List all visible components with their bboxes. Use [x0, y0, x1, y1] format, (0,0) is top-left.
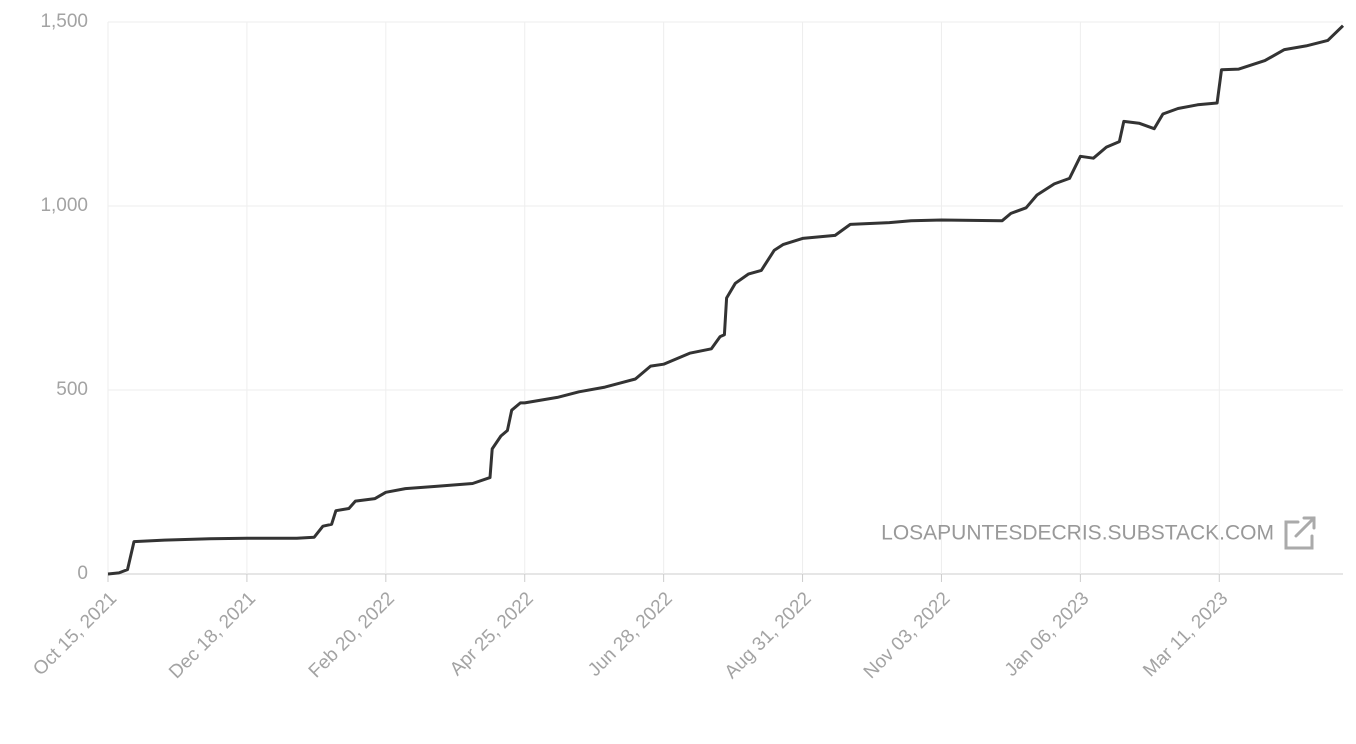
x-tick-label: Oct 15, 2021 [29, 588, 121, 680]
x-tick-label: Jun 28, 2022 [584, 588, 677, 681]
watermark: LOSAPUNTESDECRIS.SUBSTACK.COM [881, 522, 1274, 545]
x-tick-label: Apr 25, 2022 [446, 588, 538, 680]
link-arrow [1294, 516, 1316, 538]
external-link-icon[interactable] [1284, 516, 1316, 550]
x-tick-label: Mar 11, 2023 [1139, 588, 1232, 681]
y-tick-label: 0 [77, 563, 88, 584]
y-tick-label: 1,000 [40, 195, 88, 216]
x-tick-label: Feb 20, 2022 [305, 588, 399, 682]
y-tick-label: 500 [56, 379, 88, 400]
y-tick-label: 1,500 [40, 11, 88, 32]
x-tick-label: Dec 18, 2021 [165, 588, 260, 683]
x-tick-label: Jan 06, 2023 [1001, 588, 1094, 681]
x-tick-label: Nov 03, 2022 [860, 588, 955, 683]
link-box [1284, 520, 1314, 550]
line [107, 24, 1345, 576]
x-tick-label: Aug 31, 2022 [721, 588, 816, 683]
plot: 0 500 1,000 1,500 Oct 15, 2021 Dec 18, 2021 Fe… [29, 11, 1345, 683]
